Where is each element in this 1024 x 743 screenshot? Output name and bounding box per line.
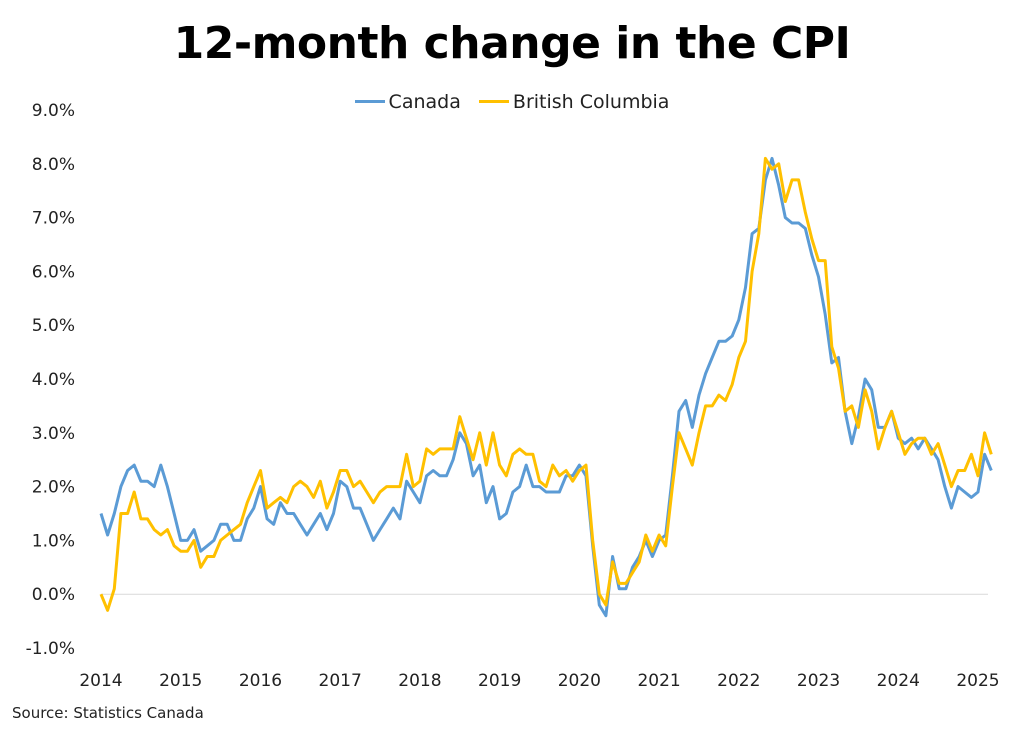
y-tick-label: 3.0% <box>32 424 75 444</box>
y-tick-label: 6.0% <box>32 262 75 282</box>
x-tick-label: 2019 <box>478 671 521 691</box>
x-tick-label: 2023 <box>797 671 840 691</box>
y-tick-label: 8.0% <box>32 155 75 175</box>
y-tick-label: 4.0% <box>32 370 75 390</box>
x-tick-label: 2021 <box>637 671 680 691</box>
x-tick-label: 2018 <box>398 671 441 691</box>
y-tick-label: 5.0% <box>32 316 75 336</box>
x-tick-label: 2017 <box>319 671 362 691</box>
source-note: Source: Statistics Canada <box>12 704 204 722</box>
x-tick-label: 2014 <box>79 671 122 691</box>
x-tick-label: 2020 <box>558 671 601 691</box>
y-tick-label: 9.0% <box>32 101 75 121</box>
x-tick-label: 2024 <box>877 671 920 691</box>
y-tick-label: 7.0% <box>32 209 75 229</box>
x-tick-label: 2022 <box>717 671 760 691</box>
y-tick-label: -1.0% <box>26 639 75 659</box>
series-line-canada <box>99 156 993 618</box>
series-line-british-columbia <box>99 156 993 612</box>
y-tick-label: 0.0% <box>32 585 75 605</box>
legend-item-bc: British Columbia <box>478 90 670 113</box>
y-tick-label: 1.0% <box>32 531 75 551</box>
x-tick-label: 2025 <box>956 671 999 691</box>
legend-item-canada: Canada <box>354 90 461 113</box>
legend-label-canada: Canada <box>388 90 461 113</box>
chart-title: 12-month change in the CPI <box>173 18 851 69</box>
x-tick-label: 2016 <box>239 671 282 691</box>
legend-swatch-canada <box>354 100 385 103</box>
y-tick-label: 2.0% <box>32 478 75 498</box>
x-tick-label: 2015 <box>159 671 202 691</box>
legend-label-bc: British Columbia <box>512 90 670 113</box>
legend-swatch-bc <box>478 100 509 103</box>
legend: Canada British Columbia <box>0 86 1024 113</box>
